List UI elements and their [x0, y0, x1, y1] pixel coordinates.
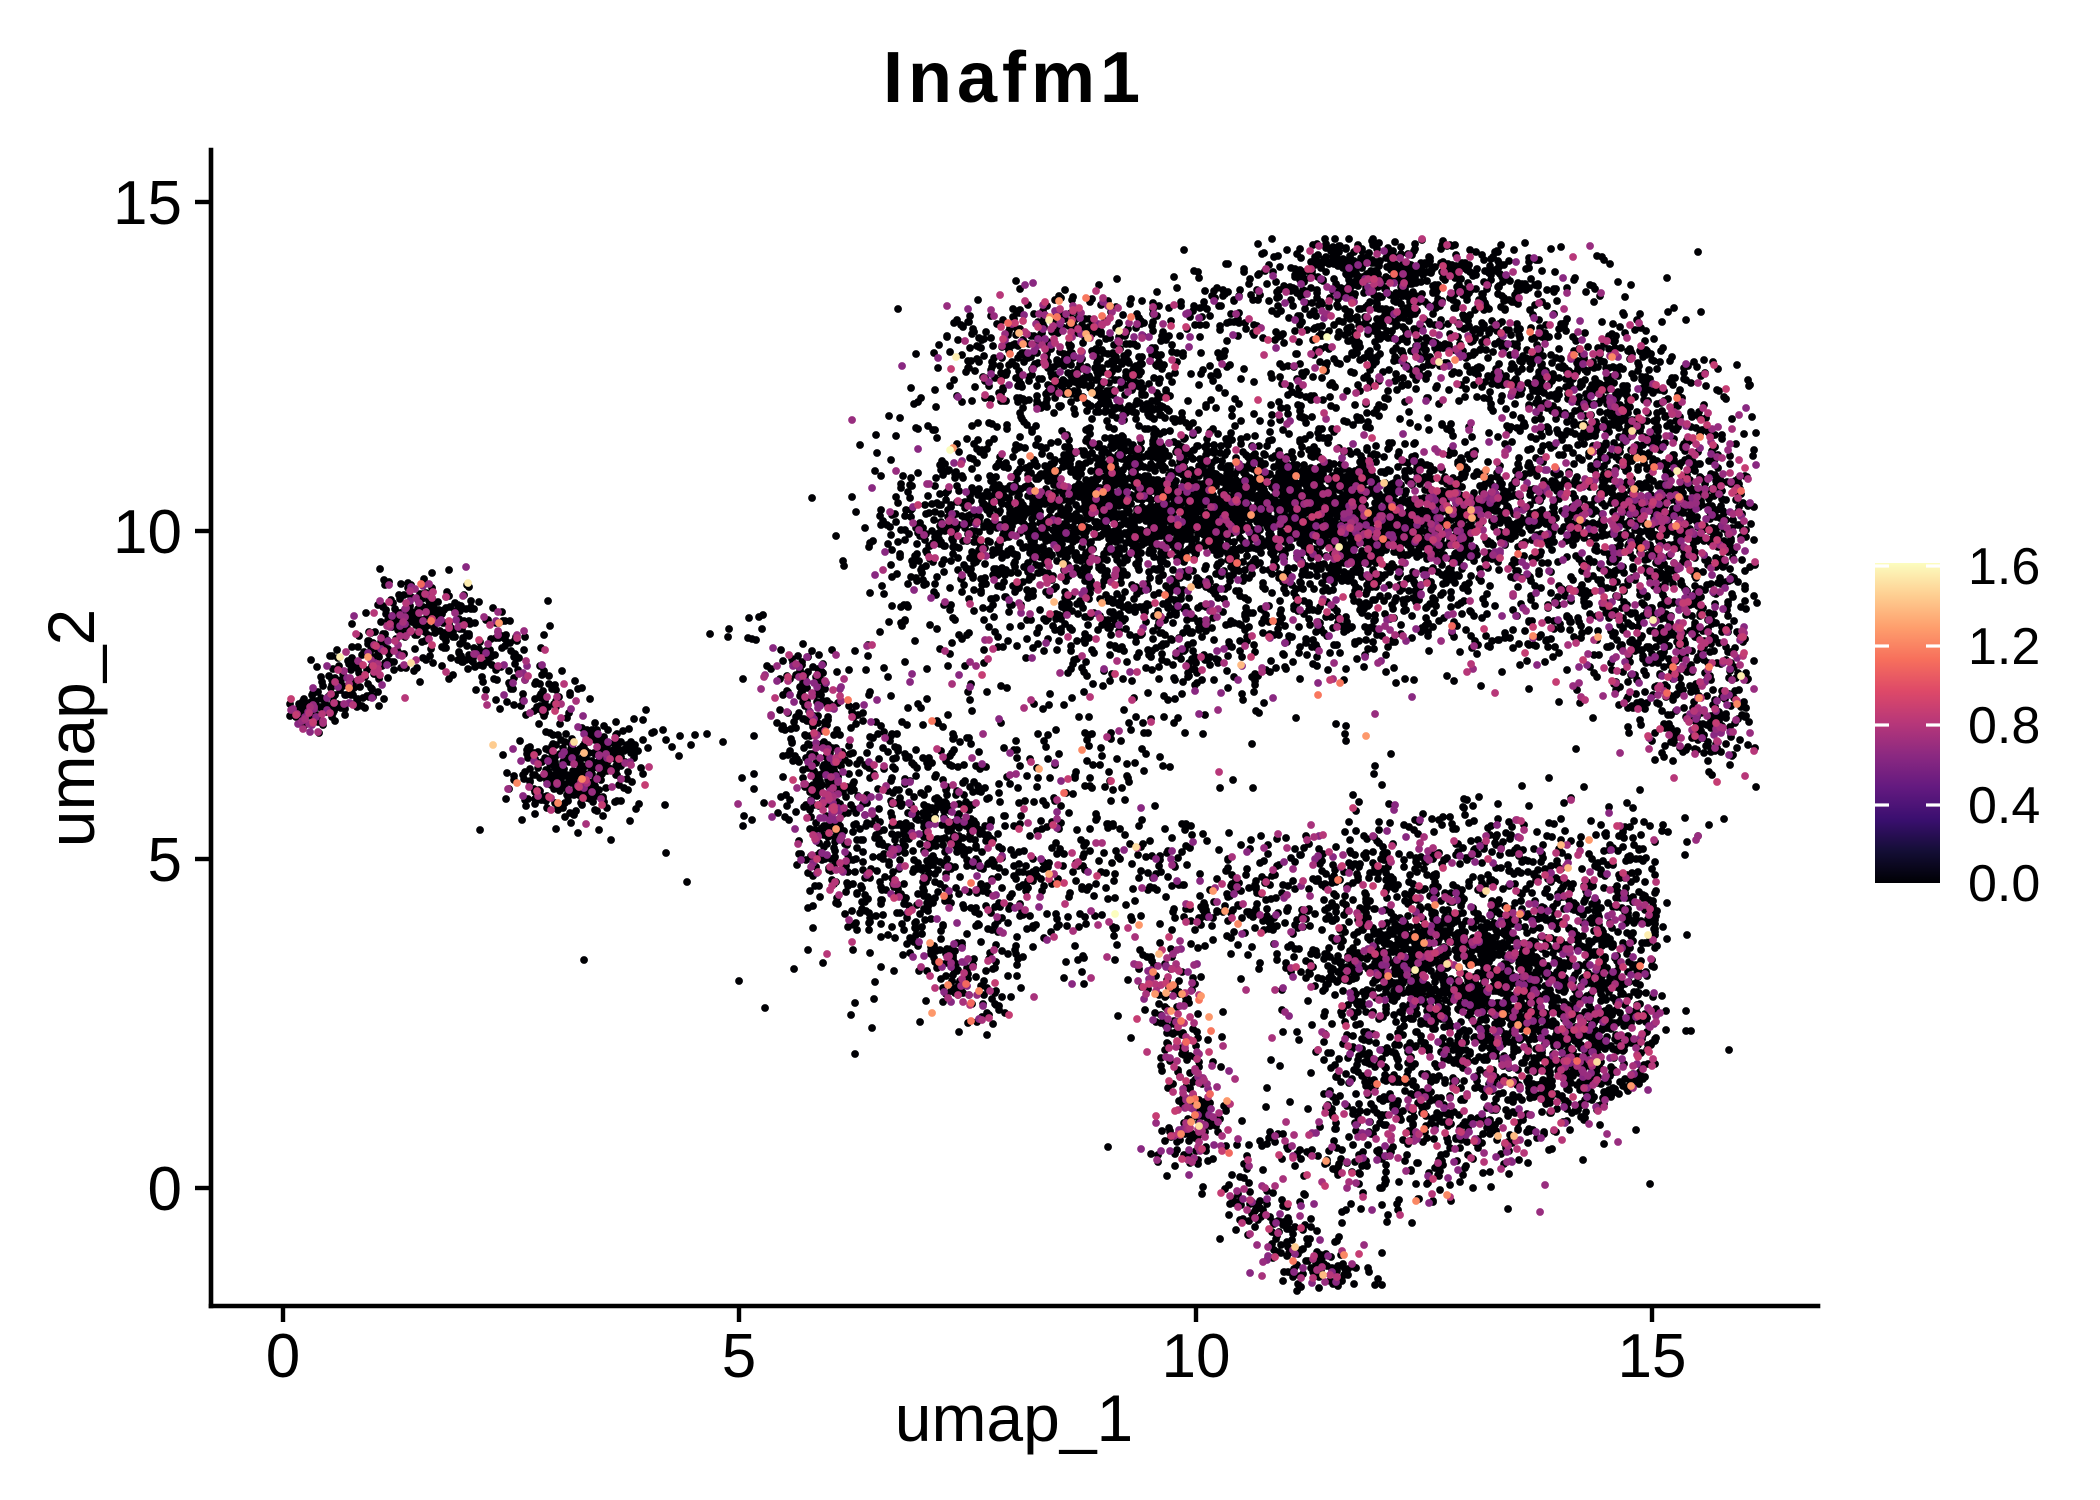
svg-text:15: 15	[113, 169, 182, 238]
svg-text:10: 10	[1162, 1322, 1231, 1391]
svg-text:0.0: 0.0	[1968, 855, 2040, 913]
svg-text:10: 10	[113, 498, 182, 567]
svg-text:1.6: 1.6	[1968, 538, 2040, 596]
svg-text:umap_1: umap_1	[895, 1381, 1134, 1455]
svg-text:5: 5	[722, 1322, 756, 1391]
svg-text:0.4: 0.4	[1968, 777, 2040, 835]
svg-text:1.2: 1.2	[1968, 618, 2040, 676]
svg-text:umap_2: umap_2	[34, 609, 108, 848]
svg-text:0: 0	[148, 1155, 182, 1224]
svg-text:Inafm1: Inafm1	[883, 38, 1145, 118]
svg-text:5: 5	[148, 826, 182, 895]
svg-text:15: 15	[1618, 1322, 1687, 1391]
svg-text:0.8: 0.8	[1968, 697, 2040, 755]
svg-text:0: 0	[266, 1322, 300, 1391]
